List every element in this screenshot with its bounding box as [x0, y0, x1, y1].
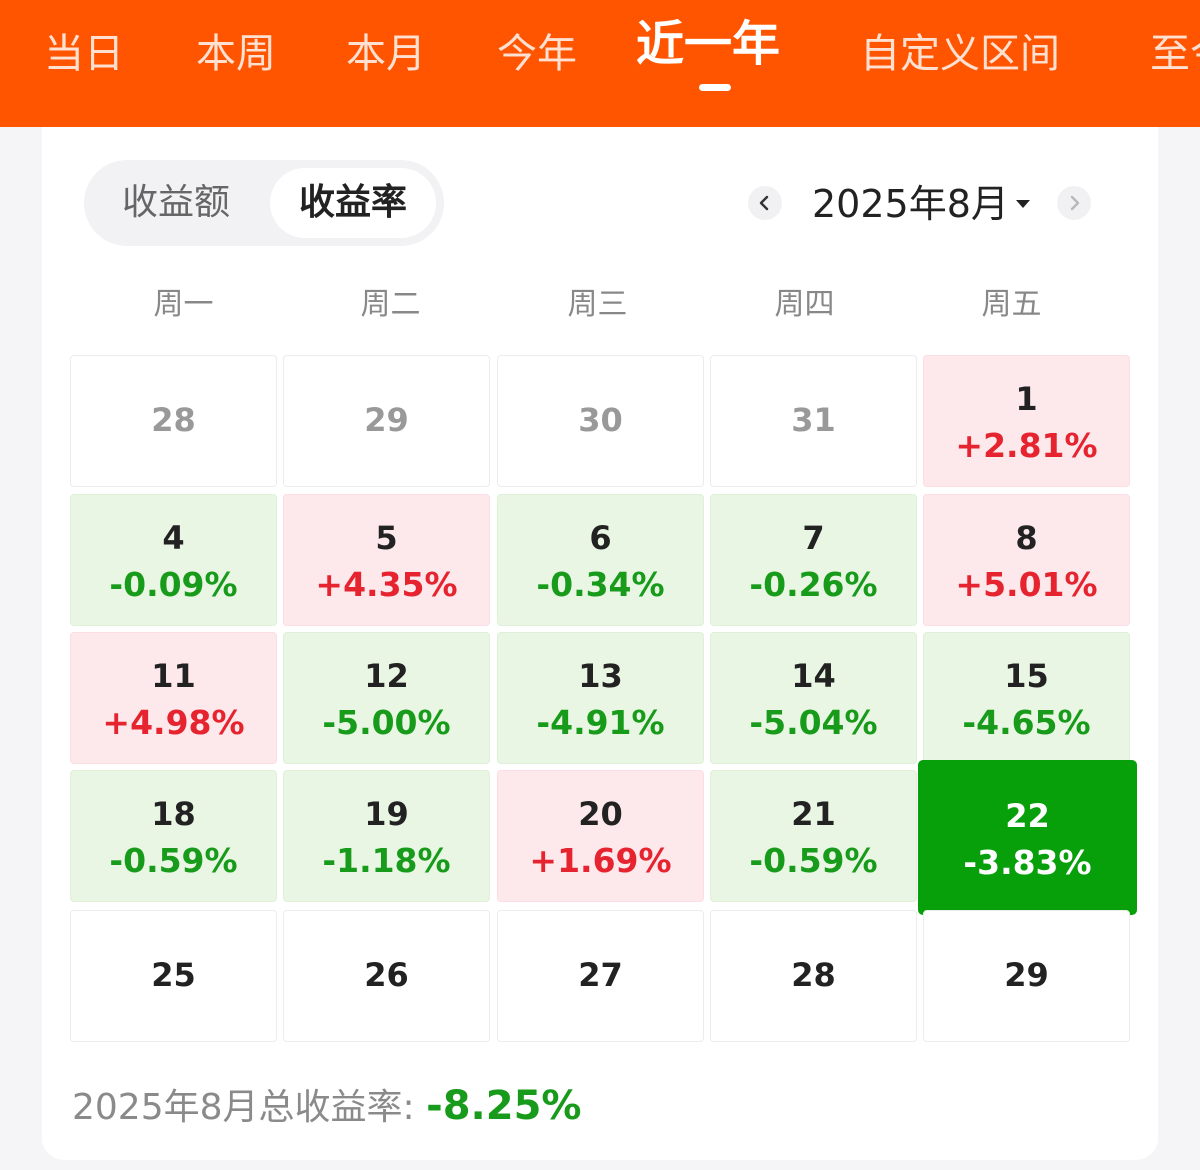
- day-return-rate: -4.91%: [536, 703, 665, 742]
- period-tab-bar: 当日 本周 本月 今年 近一年 自定义区间 至今: [0, 0, 1200, 127]
- day-number: 22: [1005, 797, 1050, 835]
- day-return-rate: -0.34%: [536, 565, 665, 604]
- monthly-summary: 2025年8月总收益率: -8.25%: [72, 1078, 581, 1134]
- tab-this-year[interactable]: 今年: [497, 31, 577, 77]
- day-number: 26: [364, 956, 409, 994]
- day-number: 18: [151, 795, 196, 833]
- day-number: 19: [364, 795, 409, 833]
- calendar-day-cell[interactable]: 14 -5.04%: [710, 632, 917, 764]
- next-month-button[interactable]: [1057, 186, 1091, 220]
- day-number: 28: [791, 956, 836, 994]
- day-number: 29: [1004, 956, 1049, 994]
- calendar-day-cell[interactable]: 29: [283, 355, 490, 487]
- calendar-day-cell[interactable]: 26: [283, 910, 490, 1042]
- day-return-rate: -4.65%: [962, 703, 1091, 742]
- day-number: 15: [1004, 657, 1049, 695]
- weekday-header: 周二: [360, 287, 421, 322]
- metric-toggle: 收益额 收益率: [84, 160, 444, 246]
- month-picker[interactable]: 2025年8月: [812, 178, 1030, 230]
- day-number: 31: [791, 401, 836, 439]
- tab-this-month[interactable]: 本月: [346, 31, 426, 77]
- day-return-rate: +4.98%: [102, 703, 245, 742]
- calendar-day-cell[interactable]: 6 -0.34%: [497, 494, 704, 626]
- day-return-rate: -0.09%: [109, 565, 238, 604]
- day-number: 5: [375, 519, 398, 557]
- day-number: 11: [151, 657, 196, 695]
- day-return-rate: -1.18%: [322, 841, 451, 880]
- day-number: 12: [364, 657, 409, 695]
- day-number: 30: [578, 401, 623, 439]
- day-return-rate: -0.26%: [749, 565, 878, 604]
- calendar-day-cell[interactable]: 27: [497, 910, 704, 1042]
- toggle-return-rate[interactable]: 收益率: [270, 168, 436, 238]
- day-number: 14: [791, 657, 836, 695]
- chevron-left-icon: [759, 195, 769, 211]
- tab-today[interactable]: 当日: [44, 31, 124, 77]
- day-return-rate: -3.83%: [963, 843, 1092, 882]
- day-number: 20: [578, 795, 623, 833]
- day-number: 25: [151, 956, 196, 994]
- summary-label: 2025年8月总收益率:: [72, 1087, 427, 1128]
- calendar-day-cell[interactable]: 8 +5.01%: [923, 494, 1130, 626]
- day-return-rate: -5.00%: [322, 703, 451, 742]
- day-number: 4: [162, 519, 185, 557]
- calendar-day-cell[interactable]: 28: [70, 355, 277, 487]
- weekday-header: 周四: [774, 287, 835, 322]
- calendar-day-cell[interactable]: 20 +1.69%: [497, 770, 704, 902]
- toggle-return-amount[interactable]: 收益额: [121, 182, 230, 223]
- day-number: 1: [1015, 380, 1038, 418]
- day-number: 7: [802, 519, 825, 557]
- month-label: 2025年8月: [812, 182, 1009, 226]
- day-number: 8: [1015, 519, 1038, 557]
- active-tab-indicator: [699, 84, 731, 91]
- calendar-day-cell[interactable]: 18 -0.59%: [70, 770, 277, 902]
- calendar-day-cell[interactable]: 1 +2.81%: [923, 355, 1130, 487]
- day-return-rate: +2.81%: [955, 426, 1098, 465]
- day-return-rate: +5.01%: [955, 565, 1098, 604]
- day-number: 6: [589, 519, 612, 557]
- weekday-header: 周五: [981, 287, 1042, 322]
- calendar-day-cell[interactable]: 31: [710, 355, 917, 487]
- calendar-day-cell-selected[interactable]: 22 -3.83%: [918, 760, 1137, 915]
- day-return-rate: -0.59%: [749, 841, 878, 880]
- calendar-day-cell[interactable]: 21 -0.59%: [710, 770, 917, 902]
- calendar-day-cell[interactable]: 4 -0.09%: [70, 494, 277, 626]
- calendar-day-cell[interactable]: 5 +4.35%: [283, 494, 490, 626]
- day-number: 27: [578, 956, 623, 994]
- calendar-day-cell[interactable]: 11 +4.98%: [70, 632, 277, 764]
- calendar-day-cell[interactable]: 28: [710, 910, 917, 1042]
- day-return-rate: +1.69%: [529, 841, 672, 880]
- calendar-day-cell[interactable]: 25: [70, 910, 277, 1042]
- calendar-day-cell[interactable]: 29: [923, 910, 1130, 1042]
- day-return-rate: -5.04%: [749, 703, 878, 742]
- weekday-header: 周一: [153, 287, 214, 322]
- day-number: 28: [151, 401, 196, 439]
- tab-to-date[interactable]: 至今: [1150, 31, 1200, 77]
- caret-down-icon: [1016, 200, 1030, 208]
- day-number: 13: [578, 657, 623, 695]
- calendar-day-cell[interactable]: 13 -4.91%: [497, 632, 704, 764]
- weekday-header: 周三: [567, 287, 628, 322]
- day-return-rate: -0.59%: [109, 841, 238, 880]
- calendar-day-cell[interactable]: 19 -1.18%: [283, 770, 490, 902]
- calendar-day-cell[interactable]: 7 -0.26%: [710, 494, 917, 626]
- chevron-right-icon: [1070, 195, 1080, 211]
- prev-month-button[interactable]: [748, 186, 782, 220]
- tab-past-year[interactable]: 近一年: [636, 16, 781, 72]
- tab-this-week[interactable]: 本周: [196, 31, 276, 77]
- day-number: 21: [791, 795, 836, 833]
- tab-custom-range[interactable]: 自定义区间: [860, 31, 1060, 77]
- calendar-day-cell[interactable]: 12 -5.00%: [283, 632, 490, 764]
- day-return-rate: +4.35%: [315, 565, 458, 604]
- day-number: 29: [364, 401, 409, 439]
- calendar-day-cell[interactable]: 30: [497, 355, 704, 487]
- summary-value: -8.25%: [426, 1083, 582, 1129]
- calendar-day-cell[interactable]: 15 -4.65%: [923, 632, 1130, 764]
